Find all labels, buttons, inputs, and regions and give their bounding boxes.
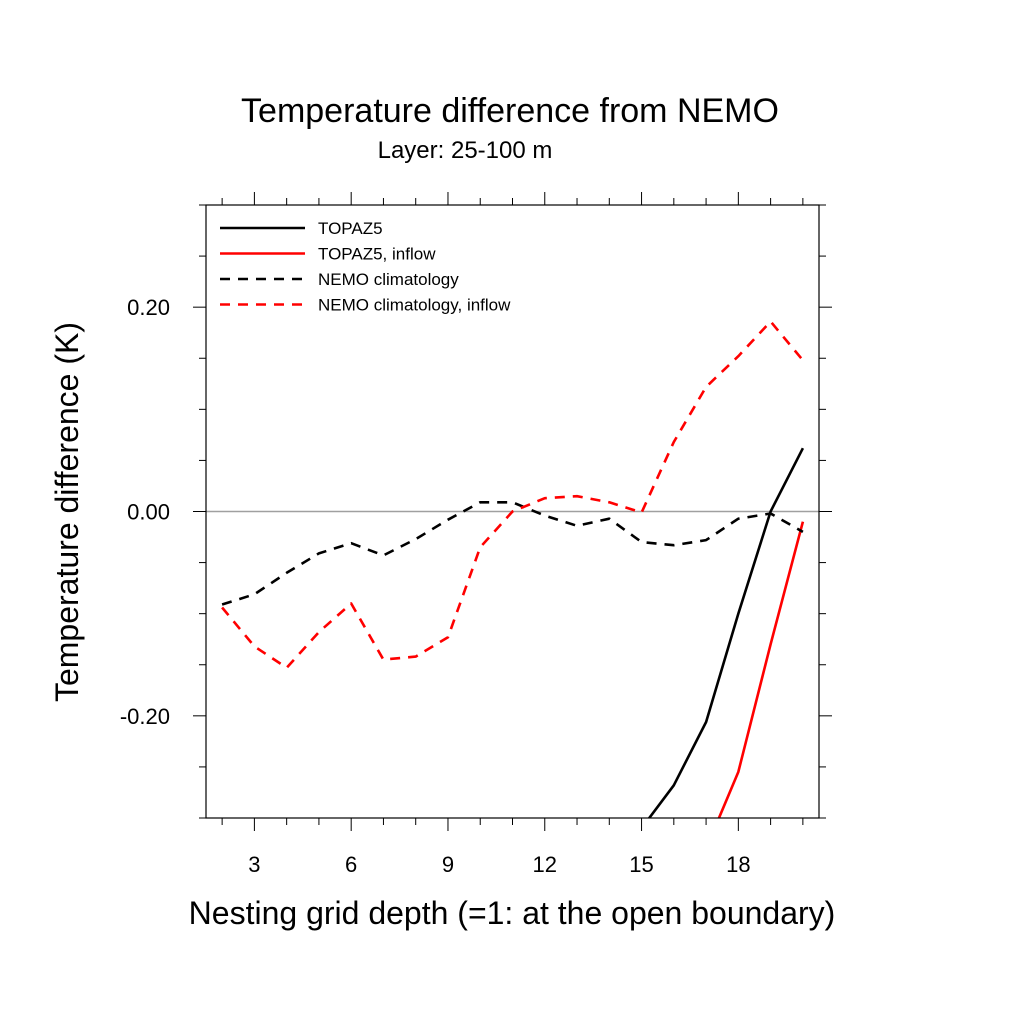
- x-tick-label: 9: [442, 852, 454, 877]
- y-tick-label: 0.00: [127, 500, 170, 525]
- x-tick-label: 15: [629, 852, 653, 877]
- series-line-4: [221, 320, 804, 670]
- legend-label: NEMO climatology, inflow: [318, 296, 511, 315]
- y-tick-label: -0.20: [120, 704, 170, 729]
- legend-label: NEMO climatology: [318, 270, 459, 289]
- legend-label: TOPAZ5: [318, 219, 383, 238]
- chart-title: Temperature difference from NEMO: [241, 92, 779, 130]
- series-line-2: [717, 521, 805, 818]
- chart-subtitle: Layer: 25-100 m: [378, 137, 553, 164]
- x-axis-label: Nesting grid depth (=1: at the open boun…: [189, 895, 836, 931]
- series-line-1: [647, 447, 805, 818]
- x-tick-label: 6: [345, 852, 357, 877]
- x-tick-label: 12: [533, 852, 557, 877]
- y-tick-label: 0.20: [127, 295, 170, 320]
- series-line-3: [221, 500, 804, 606]
- legend: TOPAZ5 TOPAZ5, inflow NEMO climatology NEMO…: [220, 219, 511, 315]
- x-tick-label: 18: [726, 852, 750, 877]
- plot-frame: [205, 204, 820, 819]
- y-axis-label: Temperature difference (K): [49, 322, 85, 702]
- plot-area: 3 6 9 12 15 18 -0.20 0.00 0.20 TOPAZ5 TOPAZ5, infl…: [120, 192, 832, 877]
- x-tick-label: 3: [248, 852, 260, 877]
- legend-label: TOPAZ5, inflow: [318, 245, 436, 264]
